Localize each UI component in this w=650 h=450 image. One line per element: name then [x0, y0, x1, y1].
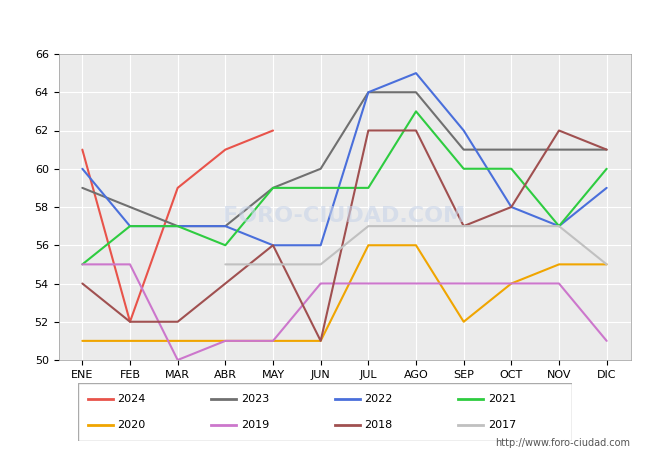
Text: 2020: 2020 [118, 419, 146, 430]
Text: http://www.foro-ciudad.com: http://www.foro-ciudad.com [495, 438, 630, 448]
Text: 2018: 2018 [365, 419, 393, 430]
Text: 2023: 2023 [241, 394, 269, 404]
Text: FORO-CIUDAD.COM: FORO-CIUDAD.COM [224, 206, 465, 226]
Text: 2019: 2019 [241, 419, 269, 430]
Text: Afiliados en Moreruela de Tábara a 31/5/2024: Afiliados en Moreruela de Tábara a 31/5/… [136, 16, 514, 34]
Text: 2021: 2021 [488, 394, 516, 404]
Text: 2022: 2022 [365, 394, 393, 404]
Text: 2017: 2017 [488, 419, 516, 430]
Text: 2024: 2024 [118, 394, 146, 404]
